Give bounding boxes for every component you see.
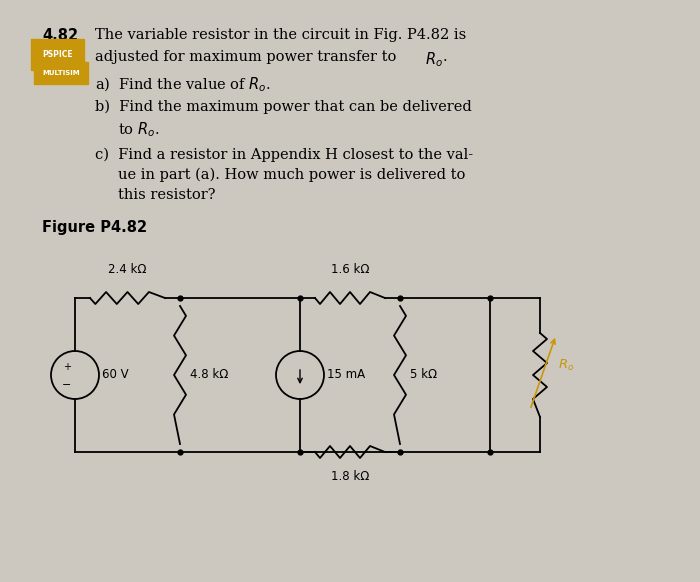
Text: c)  Find a resistor in Appendix H closest to the val-: c) Find a resistor in Appendix H closest… [95, 148, 473, 162]
Text: to $R_o$.: to $R_o$. [118, 120, 160, 139]
Text: −: − [62, 380, 71, 390]
Text: The variable resistor in the circuit in Fig. P4.82 is: The variable resistor in the circuit in … [95, 28, 466, 42]
Text: .: . [443, 50, 447, 64]
Text: +: + [63, 362, 71, 372]
Text: 60 V: 60 V [102, 368, 129, 381]
Text: PSPICE: PSPICE [42, 50, 73, 59]
Text: $R_o$: $R_o$ [558, 357, 575, 372]
Text: 4.8 kΩ: 4.8 kΩ [190, 368, 228, 381]
Text: 4.82: 4.82 [42, 28, 78, 43]
Text: MULTISIM: MULTISIM [42, 70, 80, 76]
Text: adjusted for maximum power transfer to: adjusted for maximum power transfer to [95, 50, 401, 64]
Text: Figure P4.82: Figure P4.82 [42, 220, 147, 235]
Text: this resistor?: this resistor? [118, 188, 216, 202]
Text: 5 kΩ: 5 kΩ [410, 368, 437, 381]
Text: a)  Find the value of $R_o$.: a) Find the value of $R_o$. [95, 76, 271, 94]
Text: $R_o$: $R_o$ [425, 50, 443, 69]
Text: b)  Find the maximum power that can be delivered: b) Find the maximum power that can be de… [95, 100, 472, 115]
Text: 1.6 kΩ: 1.6 kΩ [330, 263, 370, 276]
Text: 15 mA: 15 mA [327, 368, 365, 381]
Text: ue in part (a). How much power is delivered to: ue in part (a). How much power is delive… [118, 168, 466, 182]
Text: 1.8 kΩ: 1.8 kΩ [331, 470, 369, 483]
Text: 2.4 kΩ: 2.4 kΩ [108, 263, 147, 276]
